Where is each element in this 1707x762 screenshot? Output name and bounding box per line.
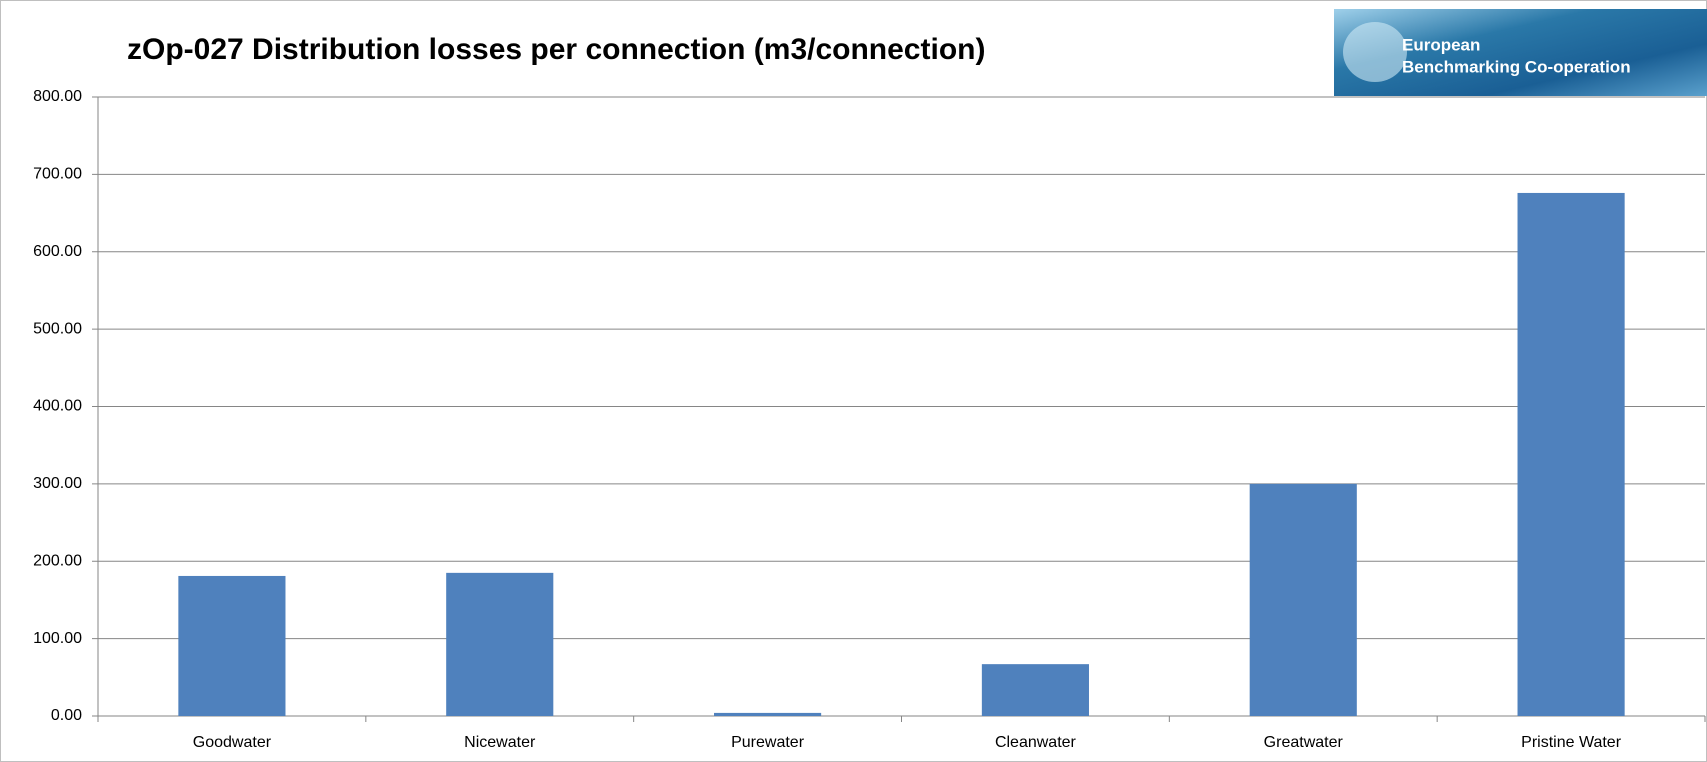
logo: European Benchmarking Co-operation: [1334, 9, 1707, 96]
x-tick-label: Purewater: [731, 734, 805, 751]
y-tick-label: 300.00: [33, 475, 82, 492]
bar: [178, 575, 286, 716]
y-tick-label: 0.00: [51, 707, 82, 724]
y-tick-label: 400.00: [33, 398, 82, 415]
bar: [714, 712, 822, 716]
bar: [1249, 483, 1357, 716]
logo-text: Benchmarking Co-operation: [1402, 57, 1631, 76]
y-tick-label: 500.00: [33, 320, 82, 337]
x-tick-label: Nicewater: [464, 734, 536, 751]
logo-text: European: [1402, 35, 1480, 54]
x-tick-label: Pristine Water: [1521, 734, 1622, 751]
y-tick-label: 100.00: [33, 630, 82, 647]
y-tick-label: 800.00: [33, 88, 82, 105]
y-tick-label: 600.00: [33, 243, 82, 260]
y-tick-label: 200.00: [33, 552, 82, 569]
x-tick-label: Greatwater: [1264, 734, 1344, 751]
plot-area: 0.00 100.00 200.00 300.00 400.00 500.00 600.00…: [33, 88, 1706, 751]
y-tick-label: 700.00: [33, 166, 82, 183]
bar: [1517, 192, 1625, 716]
x-tick-label: Goodwater: [193, 734, 272, 751]
chart-title: zOp-027 Distribution losses per connecti…: [127, 33, 985, 66]
logo-icon: [1343, 22, 1407, 82]
x-tick-label: Cleanwater: [995, 734, 1077, 751]
bar: [981, 664, 1089, 716]
bar: [446, 572, 554, 716]
